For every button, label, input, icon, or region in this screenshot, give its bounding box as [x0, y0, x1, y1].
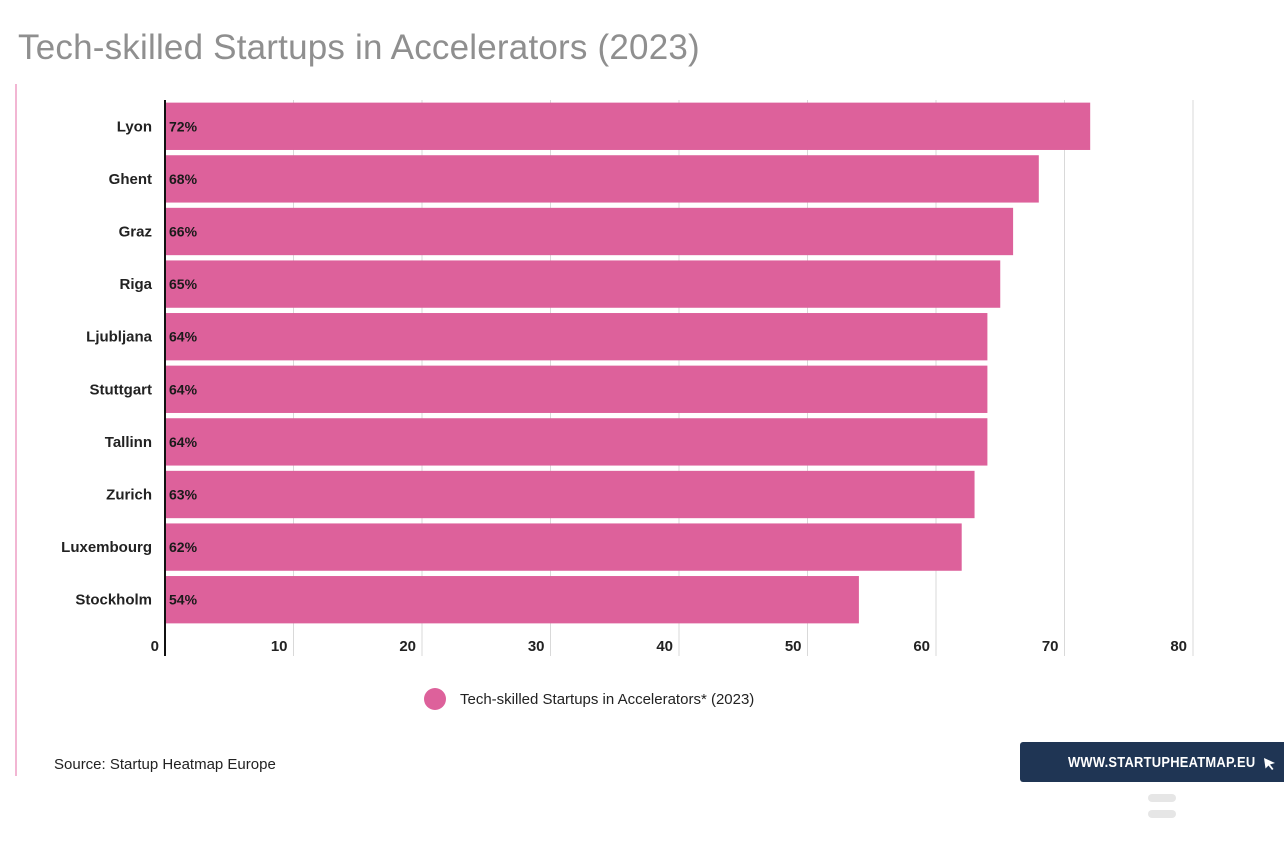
- x-tick-label: 60: [913, 638, 930, 655]
- category-label: Stockholm: [75, 592, 152, 609]
- bar: [165, 260, 1001, 308]
- accent-rule: [15, 84, 17, 776]
- legend-marker: [424, 688, 446, 710]
- data-label: 64%: [169, 381, 198, 397]
- cursor-icon: [1264, 758, 1275, 770]
- data-label: 64%: [169, 434, 198, 450]
- legend-label: Tech-skilled Startups in Accelerators* (…: [460, 690, 755, 708]
- website-link[interactable]: WWW.STARTUPHEATMAP.EU: [1068, 753, 1256, 771]
- data-label: 65%: [169, 276, 198, 292]
- data-label: 54%: [169, 592, 198, 608]
- bar: [165, 418, 988, 466]
- x-tick-label: 0: [151, 638, 159, 655]
- data-label: 64%: [169, 329, 198, 345]
- x-tick-label: 10: [271, 638, 288, 655]
- x-tick-label: 40: [656, 638, 673, 655]
- bar: [165, 207, 1014, 256]
- x-tick-label: 20: [399, 638, 416, 655]
- bar: [165, 470, 975, 519]
- category-label: Ljubljana: [86, 329, 152, 346]
- data-label: 63%: [169, 487, 198, 503]
- data-label: 72%: [169, 118, 198, 134]
- bar: [165, 576, 859, 624]
- category-label: Tallinn: [105, 434, 152, 451]
- category-label: Luxembourg: [61, 539, 152, 556]
- bar: [165, 102, 1091, 150]
- bar: [165, 155, 1039, 203]
- bar: [165, 523, 962, 571]
- x-tick-label: 70: [1042, 638, 1059, 655]
- data-label: 68%: [169, 171, 198, 187]
- data-label: 62%: [169, 539, 198, 555]
- bar: [165, 365, 988, 413]
- data-label: 66%: [169, 224, 198, 240]
- hamburger-icon[interactable]: [1148, 794, 1176, 820]
- x-tick-label: 50: [785, 638, 802, 655]
- bar: [165, 313, 988, 361]
- x-tick-label: 80: [1170, 638, 1187, 655]
- x-tick-label: 30: [528, 638, 545, 655]
- category-label: Lyon: [117, 118, 152, 135]
- category-label: Ghent: [109, 171, 152, 188]
- category-label: Zurich: [106, 487, 152, 504]
- chart-title: Tech-skilled Startups in Accelerators (2…: [18, 28, 700, 67]
- source-note: Source: Startup Heatmap Europe: [54, 756, 276, 773]
- category-label: Graz: [119, 224, 152, 241]
- website-badge[interactable]: WWW.STARTUPHEATMAP.EU: [1020, 742, 1284, 782]
- legend[interactable]: Tech-skilled Startups in Accelerators* (…: [424, 688, 754, 710]
- category-label: Riga: [119, 276, 152, 293]
- bar-chart: Lyon 72% Ghent 68% Graz 66% Riga 65% Ljubljana 64…: [61, 100, 1194, 656]
- category-label: Stuttgart: [90, 381, 153, 398]
